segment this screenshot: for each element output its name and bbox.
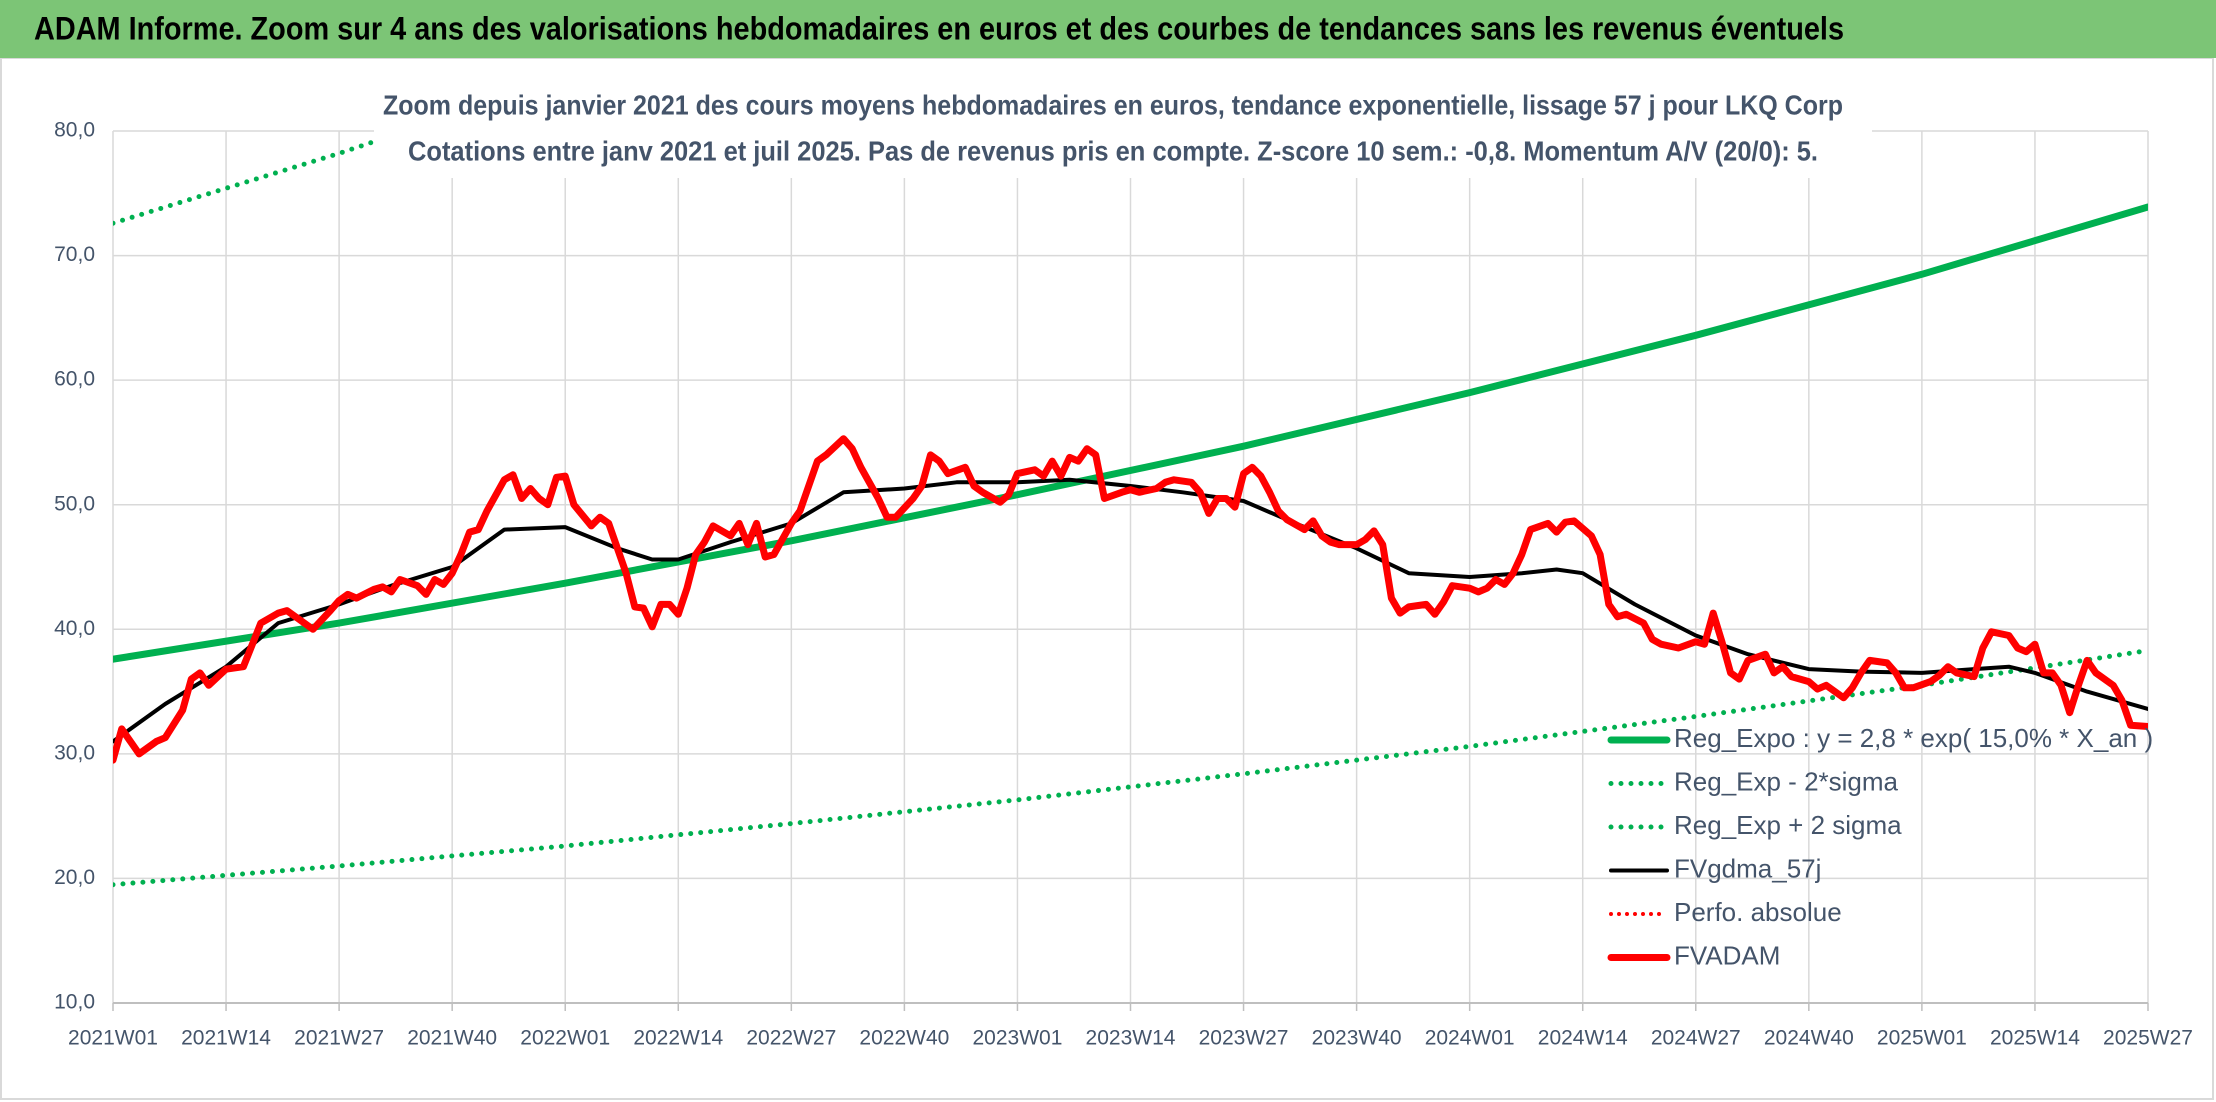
x-tick-label: 2025W27 bbox=[2103, 1027, 2193, 1050]
legend-label: Reg_Exp - 2*sigma bbox=[1674, 766, 1899, 796]
x-tick-label: 2023W40 bbox=[1312, 1027, 1402, 1050]
x-tick-label: 2022W01 bbox=[520, 1027, 610, 1050]
x-tick-label: 2025W14 bbox=[1990, 1027, 2080, 1050]
legend-label: Perfo. absolue bbox=[1674, 897, 1842, 927]
legend-label: FVADAM bbox=[1674, 940, 1780, 970]
y-tick-label: 60,0 bbox=[54, 368, 95, 391]
y-tick-label: 70,0 bbox=[54, 243, 95, 266]
y-tick-label: 50,0 bbox=[54, 492, 95, 515]
x-tick-label: 2021W14 bbox=[181, 1027, 271, 1050]
legend-label: FVgdma_57j bbox=[1674, 853, 1821, 883]
x-tick-label: 2024W14 bbox=[1538, 1027, 1628, 1050]
y-tick-label: 30,0 bbox=[54, 741, 95, 764]
legend-label: Reg_Expo : y = 2,8 * exp( 15,0% * X_an ) bbox=[1674, 723, 2153, 753]
subtitle: Zoom depuis janvier 2021 des cours moyen… bbox=[383, 89, 1843, 120]
legend-label: Reg_Exp + 2 sigma bbox=[1674, 810, 1902, 840]
y-tick-label: 20,0 bbox=[54, 866, 95, 889]
header-bar bbox=[0, 0, 2216, 58]
y-tick-label: 40,0 bbox=[54, 617, 95, 640]
y-tick-label: 10,0 bbox=[54, 991, 95, 1014]
x-tick-label: 2023W01 bbox=[972, 1027, 1062, 1050]
page-title: ADAM Informe. Zoom sur 4 ans des valoris… bbox=[34, 10, 1844, 46]
x-tick-label: 2023W27 bbox=[1199, 1027, 1289, 1050]
x-tick-label: 2022W14 bbox=[633, 1027, 723, 1050]
x-tick-label: 2024W40 bbox=[1764, 1027, 1854, 1050]
x-tick-label: 2024W27 bbox=[1651, 1027, 1741, 1050]
x-tick-label: 2021W27 bbox=[294, 1027, 384, 1050]
subtitle: Cotations entre janv 2021 et juil 2025. … bbox=[408, 135, 1818, 166]
x-tick-label: 2024W01 bbox=[1425, 1027, 1515, 1050]
series-line bbox=[113, 648, 2148, 888]
x-tick-label: 2025W01 bbox=[1877, 1027, 1967, 1050]
series-line bbox=[113, 435, 2148, 764]
x-tick-label: 2021W40 bbox=[407, 1027, 497, 1050]
x-tick-label: 2021W01 bbox=[68, 1027, 158, 1050]
x-tick-label: 2022W27 bbox=[746, 1027, 836, 1050]
series-line bbox=[113, 203, 2148, 663]
subtitle-box bbox=[374, 84, 1872, 178]
y-tick-label: 80,0 bbox=[54, 119, 95, 142]
x-tick-label: 2023W14 bbox=[1086, 1027, 1176, 1050]
x-tick-label: 2022W40 bbox=[859, 1027, 949, 1050]
